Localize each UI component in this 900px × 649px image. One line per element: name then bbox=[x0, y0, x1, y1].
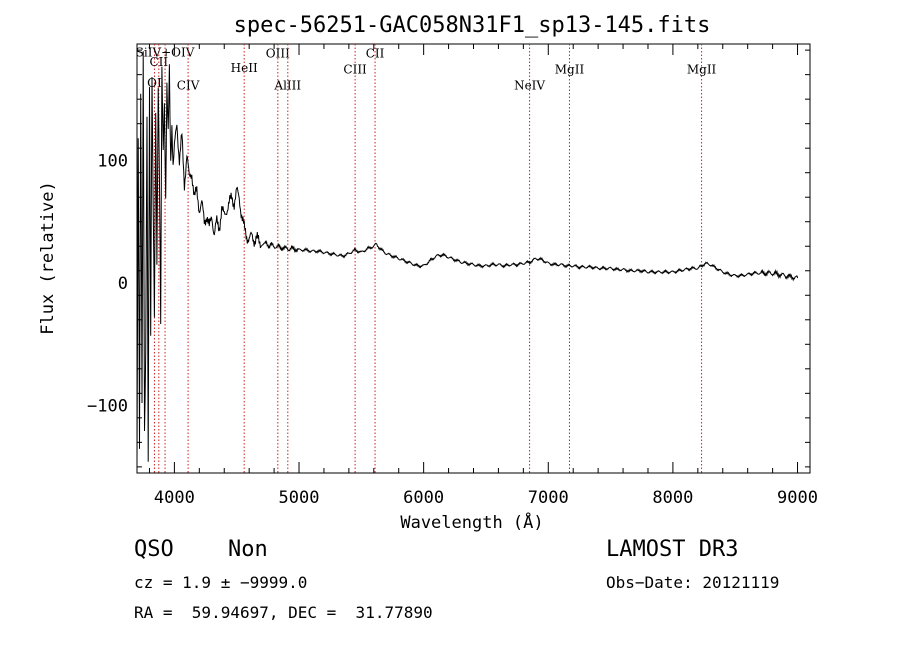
emission-line-label: SiIV+OIV bbox=[136, 45, 195, 59]
plot-frame bbox=[136, 43, 811, 474]
x-tick-label: 6000 bbox=[403, 488, 444, 508]
y-axis-label: Flux (relative) bbox=[38, 181, 58, 335]
spectrum-line bbox=[136, 51, 798, 462]
emission-line-label: OIII bbox=[266, 46, 290, 60]
y-tick-label: −100 bbox=[87, 397, 128, 417]
x-tick-label: 9000 bbox=[777, 488, 818, 508]
coordinates: RA = 59.94697, DEC = 31.77890 bbox=[134, 603, 433, 622]
redshift-text: cz = 1.9 ± −9999.0 bbox=[134, 573, 308, 592]
emission-line-label: CII bbox=[149, 55, 168, 69]
emission-line-label: CII bbox=[366, 46, 385, 60]
emission-line-label: HeII bbox=[231, 61, 258, 75]
x-tick-label: 8000 bbox=[652, 488, 693, 508]
emission-line-label: MgII bbox=[687, 62, 717, 76]
emission-line-label: OI bbox=[147, 76, 162, 90]
object-class: QSO bbox=[134, 537, 174, 562]
x-tick-label: 7000 bbox=[528, 488, 569, 508]
emission-line-label: AlIII bbox=[273, 78, 301, 92]
emission-line-label: CIV bbox=[177, 78, 200, 92]
emission-lines: OICIISiIV+OIVCIVHeIIOIIIAlIIICIIICIINeIV… bbox=[136, 44, 717, 473]
chart-title: spec-56251-GAC058N31F1_sp13-145.fits bbox=[234, 13, 711, 38]
obs-date: Obs−Date: 20121119 bbox=[606, 573, 780, 592]
y-tick-label: 100 bbox=[97, 151, 128, 171]
emission-line-label: NeIV bbox=[514, 78, 545, 92]
x-tick-label: 5000 bbox=[279, 488, 320, 508]
x-tick-label: 4000 bbox=[154, 488, 195, 508]
axis-ticks: 4000 5000 6000 7000 8000 9000 −100 0 100 bbox=[87, 44, 818, 508]
survey-name: LAMOST DR3 bbox=[606, 537, 739, 562]
emission-line-label: CIII bbox=[343, 62, 367, 76]
object-subclass: Non bbox=[228, 537, 268, 562]
y-tick-label: 0 bbox=[118, 274, 128, 294]
x-axis-label: Wavelength (Å) bbox=[400, 511, 543, 533]
emission-line-label: MgII bbox=[555, 62, 585, 76]
